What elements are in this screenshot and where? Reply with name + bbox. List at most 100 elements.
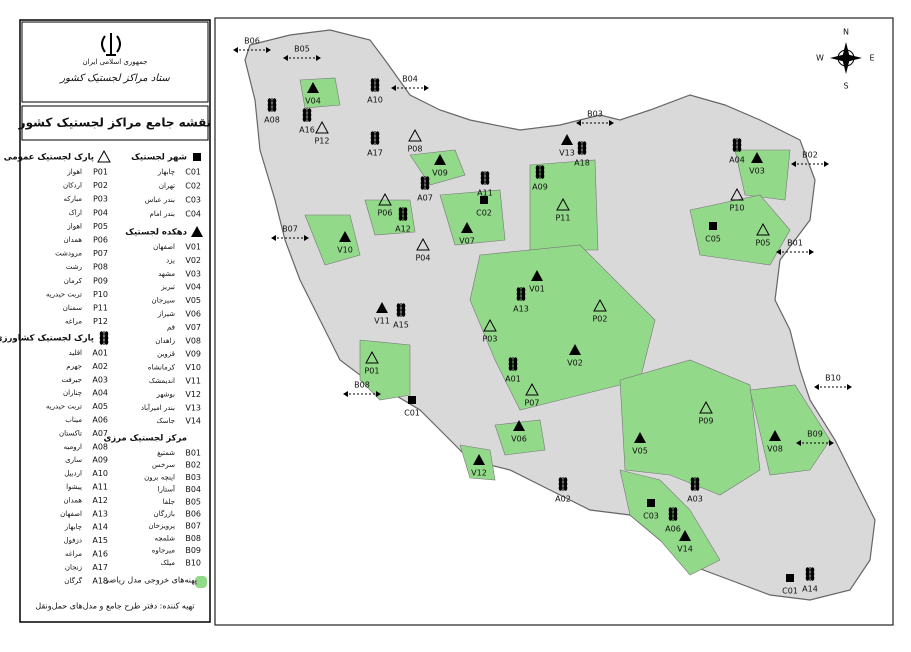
agri-grain: [398, 207, 403, 213]
agri-grain: [690, 485, 695, 491]
agri-grain: [485, 175, 490, 181]
agri-grain: [516, 287, 521, 293]
agri-grain: [582, 145, 587, 151]
legend-name: کرمانشاه: [148, 364, 176, 372]
compass-w: W: [816, 54, 824, 63]
legend-name: همدان: [64, 496, 83, 504]
legend-name: سرخس: [152, 461, 175, 469]
legend-code: A10: [92, 469, 108, 478]
agri-grain: [810, 575, 815, 581]
agri-grain: [508, 361, 513, 367]
map-label: A14: [802, 585, 818, 594]
city-symbol: [480, 196, 488, 204]
legend-name: اردبیل: [64, 470, 82, 478]
agri-grain: [370, 139, 375, 145]
agri-symbol: [508, 357, 518, 371]
agri-grain: [582, 149, 587, 155]
legend-name: ارومیه: [64, 443, 82, 451]
legend-name: مرودشت: [55, 250, 82, 258]
agri-grain: [403, 215, 408, 221]
park-symbol: [365, 350, 379, 364]
legend-code: V02: [185, 256, 201, 265]
agri-grain: [104, 331, 109, 337]
legend-code: B02: [185, 461, 201, 470]
map-label: V01: [529, 285, 545, 294]
map-label: A09: [532, 183, 548, 192]
legend-name: بازرگان: [154, 509, 175, 518]
village-symbol: [569, 344, 581, 355]
legend-name: دزفول: [63, 537, 82, 545]
legend-code: B08: [185, 534, 201, 543]
agri-grain: [398, 211, 403, 217]
map-label: B08: [354, 381, 370, 390]
park-symbol: [97, 149, 111, 163]
agri-symbol: [267, 98, 277, 112]
city-symbol: [647, 499, 655, 507]
agri-grain: [104, 335, 109, 341]
legend-name: یزد: [166, 256, 175, 264]
agri-grain: [396, 303, 401, 309]
legend-name: جلفا: [163, 498, 175, 506]
legend-name: تربت حیدریه: [46, 290, 82, 298]
agri-grain: [732, 138, 737, 144]
legend-name: اردکان: [63, 182, 82, 190]
legend-code: B06: [185, 510, 201, 519]
park-symbol: [315, 120, 329, 134]
compass: [830, 42, 862, 74]
map-label: V13: [559, 149, 575, 158]
map-label: B03: [587, 110, 603, 119]
legend-code: V06: [185, 310, 201, 319]
legend-code: A18: [92, 576, 108, 585]
agri-grain: [104, 339, 109, 345]
agri-grain: [401, 311, 406, 317]
agri-grain: [375, 86, 380, 92]
agri-grain: [307, 108, 312, 114]
legend-code: V03: [185, 269, 201, 278]
legend-code: V05: [185, 296, 201, 305]
village-symbol: [679, 530, 691, 541]
map-label: A03: [687, 495, 703, 504]
legend-name: اقلید: [69, 349, 82, 357]
legend-code: V04: [185, 283, 201, 292]
legend-code: A04: [92, 389, 108, 398]
legend-code: B09: [185, 546, 201, 555]
village-symbol: [461, 222, 473, 233]
agri-grain: [267, 102, 272, 108]
legend-code: V12: [185, 390, 201, 399]
agri-grain: [485, 171, 490, 177]
agri-grain: [508, 357, 513, 363]
legend-code: A12: [92, 496, 108, 505]
agri-grain: [370, 131, 375, 137]
map-label: B04: [402, 75, 418, 84]
legend-code: C04: [185, 210, 201, 219]
map-label: A04: [729, 156, 745, 165]
village-symbol: [634, 432, 646, 443]
agri-grain: [695, 481, 700, 487]
legend-code: V07: [185, 323, 201, 332]
legend-name: پیشوا: [66, 483, 82, 491]
agri-grain: [563, 485, 568, 491]
agri-grain: [668, 515, 673, 521]
agri-grain: [695, 477, 700, 483]
legend-code: C02: [185, 182, 201, 191]
agri-grain: [540, 165, 545, 171]
map-label: P04: [415, 254, 430, 263]
agri-grain: [521, 291, 526, 297]
map-label: A07: [417, 194, 433, 203]
map-label: C01: [404, 409, 420, 418]
map-label: B01: [787, 239, 803, 248]
agri-grain: [516, 291, 521, 297]
map-label: V09: [432, 169, 448, 178]
park-symbol: [378, 192, 392, 206]
agri-grain: [396, 311, 401, 317]
agri-grain: [673, 515, 678, 521]
agri-grain: [668, 507, 673, 513]
legend-name: بندر عباس: [145, 196, 175, 204]
agri-grain: [695, 485, 700, 491]
agri-grain: [272, 106, 277, 112]
border-symbol: [814, 384, 852, 390]
map-label: B05: [294, 45, 310, 54]
agri-grain: [732, 146, 737, 152]
map-label: V11: [374, 317, 390, 326]
agri-grain: [480, 171, 485, 177]
